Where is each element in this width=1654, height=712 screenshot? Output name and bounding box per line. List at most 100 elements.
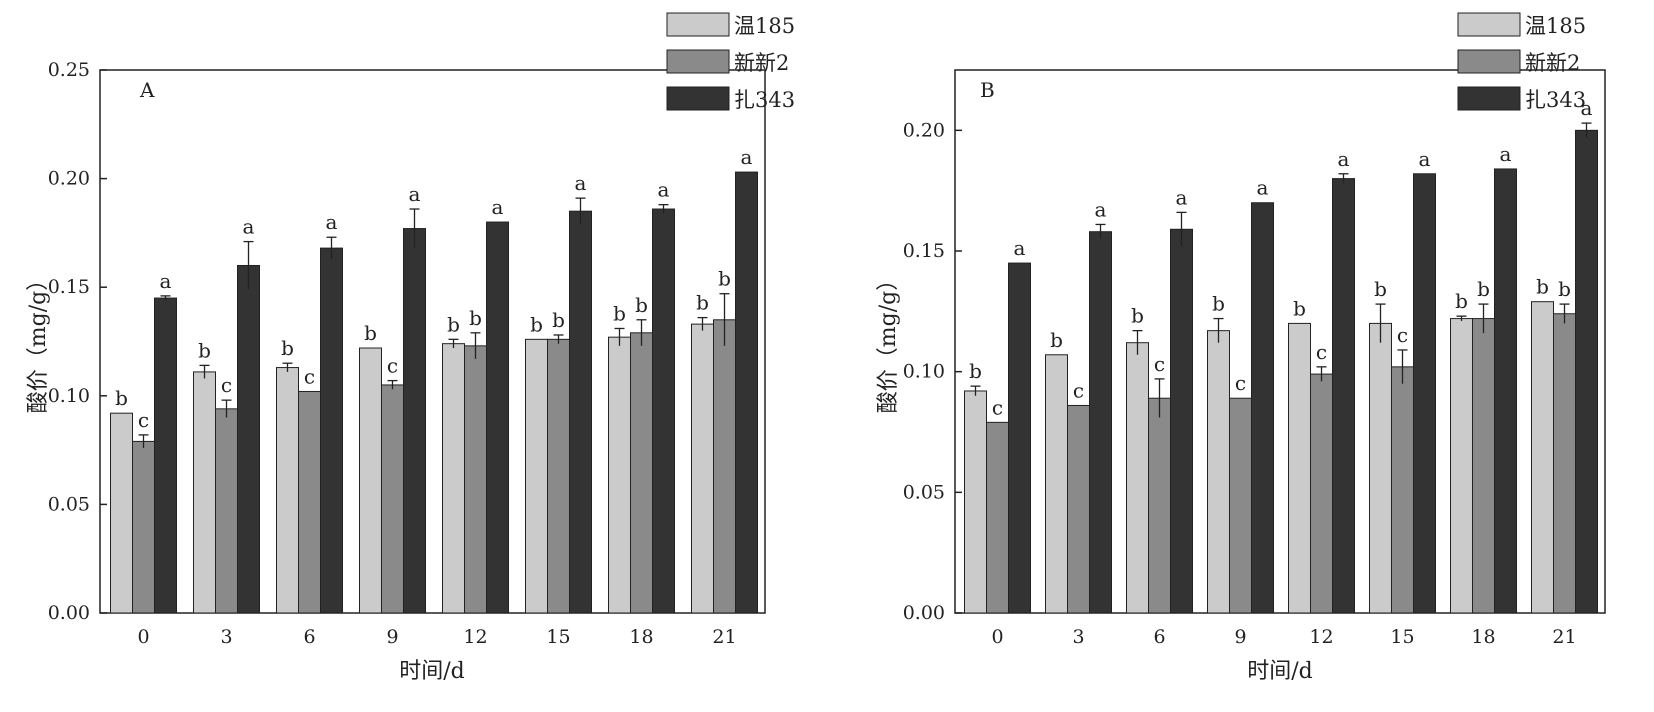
- x-tick-label: 18: [1471, 626, 1495, 648]
- significance-letter: b: [364, 321, 377, 345]
- bar-zha343-day-12: [486, 221, 509, 614]
- chart-panel-b: B 时间/d 酸价（mg/g） 0.000.050.100.150.200bca…: [876, 12, 1606, 684]
- y-tick-label: 0.15: [48, 276, 90, 298]
- significance-letter: b: [1212, 292, 1225, 316]
- significance-letter: a: [575, 171, 587, 195]
- significance-letter: c: [1397, 323, 1408, 347]
- significance-letter: a: [1257, 176, 1269, 200]
- legend-label-wen185: 温185: [1525, 14, 1586, 38]
- bar-zha343-day-6: [320, 247, 343, 614]
- y-tick-label: 0.00: [48, 602, 90, 624]
- x-tick-label: 6: [303, 626, 315, 648]
- plot-frame-b: [954, 69, 1606, 614]
- bar-wen185-day-9: [359, 347, 382, 614]
- significance-letter: c: [304, 364, 315, 388]
- x-tick-label: 6: [1153, 626, 1165, 648]
- legend-b: 温185 新新2 扎343: [1457, 12, 1586, 112]
- y-tick-label: 0.05: [48, 493, 90, 515]
- legend-swatch-wen185: [666, 12, 730, 37]
- legend-swatch-xinxin2: [666, 49, 730, 74]
- x-tick-label: 0: [137, 626, 149, 648]
- significance-letter: b: [552, 308, 565, 332]
- bar-xinxin2-day-3: [1067, 404, 1090, 614]
- significance-letter: c: [221, 373, 232, 397]
- y-tick-label: 0.00: [903, 602, 945, 624]
- x-tick-label: 15: [546, 626, 570, 648]
- significance-letter: b: [198, 338, 211, 362]
- significance-letter: a: [243, 215, 255, 239]
- bar-xinxin2-day-0: [132, 440, 155, 614]
- bar-xinxin2-day-15: [1391, 366, 1414, 614]
- significance-letter: a: [1581, 96, 1593, 120]
- x-tick-label: 15: [1390, 626, 1414, 648]
- significance-letter: c: [992, 395, 1003, 419]
- significance-letter: b: [469, 306, 482, 330]
- significance-letter: b: [1536, 275, 1549, 299]
- panel-label-a: A: [139, 78, 155, 102]
- legend-label-zha343: 扎343: [1525, 88, 1586, 112]
- bar-xinxin2-day-6: [1148, 397, 1171, 614]
- bar-wen185-day-15: [525, 338, 548, 614]
- y-axis-label-b: 酸价（mg/g）: [876, 269, 901, 413]
- bar-xinxin2-day-18: [1472, 318, 1495, 614]
- significance-letter: a: [160, 269, 172, 293]
- x-tick-label: 21: [1552, 626, 1576, 648]
- significance-letter: b: [613, 301, 626, 325]
- bar-zha343-day-15: [1413, 173, 1436, 614]
- legend-a: 温185 新新2 扎343: [666, 12, 795, 112]
- bar-zha343-day-12: [1332, 178, 1355, 614]
- bar-marks-b: 0.000.050.100.150.200bca3bca6bca9bca12bc…: [903, 96, 1598, 648]
- bar-wen185-day-21: [691, 323, 714, 614]
- significance-letter: b: [1050, 328, 1063, 352]
- bar-zha343-day-15: [569, 210, 592, 614]
- significance-letter: a: [1095, 197, 1107, 221]
- chart-panel-a: A 时间/d 酸价（mg/g） 0.00 0.05 0.10 0.15 0.20 0.25…: [26, 12, 795, 684]
- significance-letter: b: [530, 312, 543, 336]
- bar-xinxin2-day-9: [381, 384, 404, 614]
- bar-wen185-day-0: [110, 412, 133, 614]
- significance-letter: b: [1293, 296, 1306, 320]
- x-tick-label: 9: [386, 626, 398, 648]
- legend-swatch-xinxin2: [1457, 49, 1521, 74]
- bar-wen185-day-12: [442, 343, 465, 614]
- bar-wen185-day-18: [608, 336, 631, 614]
- significance-letter: b: [1477, 277, 1490, 301]
- significance-letter: c: [1235, 371, 1246, 395]
- significance-letter: c: [1316, 340, 1327, 364]
- x-tick-label: 9: [1234, 626, 1246, 648]
- significance-letter: a: [1500, 142, 1512, 166]
- bar-wen185-day-15: [1369, 322, 1392, 614]
- significance-letter: b: [447, 312, 460, 336]
- y-tick-label: 0.05: [903, 481, 945, 503]
- significance-letter: a: [409, 182, 421, 206]
- bar-wen185-day-18: [1450, 318, 1473, 614]
- y-tick-label: 0.15: [903, 240, 945, 262]
- legend-swatch-wen185: [1457, 12, 1521, 37]
- significance-letter: a: [1176, 185, 1188, 209]
- x-tick-label: 0: [991, 626, 1003, 648]
- bar-wen185-day-12: [1288, 322, 1311, 614]
- legend-label-wen185: 温185: [734, 14, 795, 38]
- bar-zha343-day-0: [154, 297, 177, 614]
- bar-zha343-day-9: [1251, 202, 1274, 614]
- bar-zha343-day-21: [735, 171, 758, 614]
- significance-letter: c: [1073, 378, 1084, 402]
- significance-letter: a: [741, 145, 753, 169]
- bar-xinxin2-day-12: [1310, 373, 1333, 614]
- bar-wen185-day-3: [1045, 354, 1068, 614]
- y-tick-label: 0.20: [48, 168, 90, 190]
- x-tick-label: 21: [712, 626, 736, 648]
- significance-letter: a: [1338, 147, 1350, 171]
- x-tick-label: 18: [629, 626, 653, 648]
- legend-label-zha343: 扎343: [734, 88, 795, 112]
- panel-label-b: B: [980, 78, 995, 102]
- significance-letter: b: [1455, 289, 1468, 313]
- bar-xinxin2-day-6: [298, 390, 321, 614]
- bar-zha343-day-3: [1089, 231, 1112, 614]
- bar-zha343-day-18: [652, 208, 675, 614]
- significance-letter: a: [658, 178, 670, 202]
- significance-letter: c: [1154, 352, 1165, 376]
- bar-xinxin2-day-3: [215, 408, 238, 614]
- y-tick-label: 0.10: [48, 385, 90, 407]
- legend-label-xinxin2: 新新2: [1525, 51, 1580, 75]
